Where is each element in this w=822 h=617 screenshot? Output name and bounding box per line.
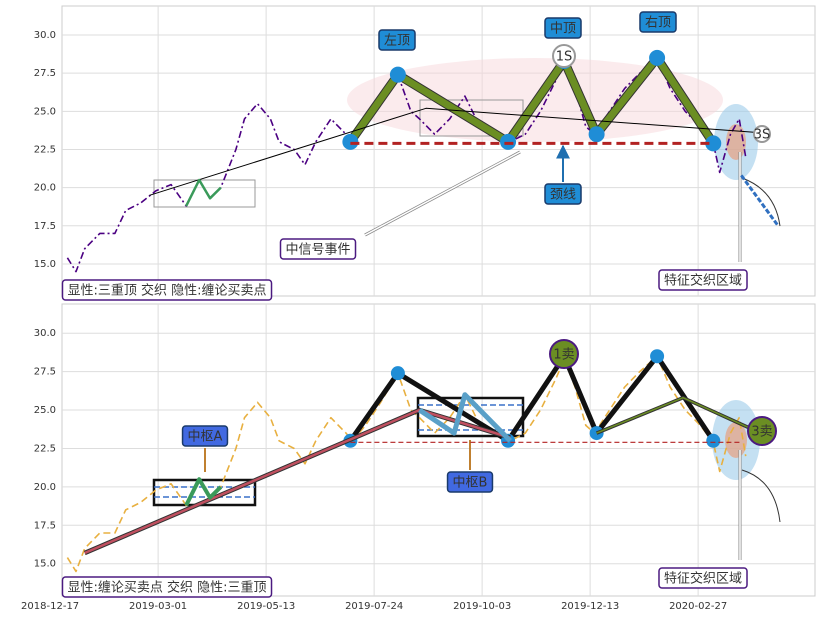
guide: [741, 177, 781, 227]
annotation-badge: [552, 44, 576, 68]
pivot-point: [588, 126, 605, 143]
annotation-badge: [753, 125, 771, 143]
annotation-text: 1卖: [553, 348, 574, 363]
annotation-box: [544, 183, 582, 205]
annotation-box: [446, 471, 494, 493]
pivot-point: [342, 133, 359, 150]
plot-area: [61, 5, 816, 297]
x-tick-label: 2020-02-27: [669, 601, 727, 612]
annotation-box: [181, 425, 229, 447]
series-line: [66, 355, 747, 573]
series-line: [184, 477, 223, 507]
pivot-point: [705, 135, 722, 152]
annotation-text: 3S: [754, 128, 771, 143]
annotation-text: 中信号事件: [285, 243, 350, 258]
y-tick-label: 20.0: [34, 183, 56, 194]
annotation-text: 颈线: [550, 188, 576, 203]
y-tick-label: 20.0: [34, 482, 56, 493]
plot-area: [61, 303, 816, 597]
y-tick-label: 15.0: [34, 259, 56, 270]
highlight: [725, 422, 747, 458]
y-tick-label: 25.0: [34, 405, 56, 416]
x-tick-label: 2019-07-24: [345, 601, 403, 612]
annotation-text: 中顶: [550, 22, 576, 37]
pivot-point: [390, 366, 405, 381]
series-line: [418, 392, 512, 443]
pivot-point: [649, 49, 666, 66]
y-tick-label: 30.0: [34, 328, 56, 339]
x-tick-label: 2018-12-17: [21, 601, 79, 612]
annotation-badge: [549, 339, 579, 369]
guide: [364, 151, 521, 236]
annotation-box: [61, 279, 273, 301]
annotation-text: 特征交织区域: [664, 571, 742, 587]
annotation-badge: [747, 416, 777, 446]
annotation-text: 中枢B: [453, 476, 488, 491]
annotation-text: 中枢A: [188, 430, 223, 445]
pivot-point: [650, 349, 665, 364]
x-tick-label: 2019-05-13: [237, 601, 295, 612]
annotation-text: 特征交织区域: [664, 273, 742, 289]
annotation-text: 右顶: [645, 16, 671, 31]
x-tick-label: 2019-12-13: [561, 601, 619, 612]
y-tick-label: 17.5: [34, 520, 56, 531]
annotation-box: [544, 17, 582, 39]
highlight: [726, 124, 746, 160]
annotation-text: 显性:三重顶 交织 隐性:缠论买卖点: [67, 283, 266, 299]
x-tick-label: 2019-03-01: [129, 601, 187, 612]
annotation-text: 左顶: [384, 34, 410, 49]
series-line: [596, 396, 762, 434]
series-line: [740, 174, 780, 227]
annotation-box: [639, 11, 677, 33]
annotation-box: [378, 29, 416, 51]
annotation-box: [658, 567, 748, 589]
y-tick-label: 30.0: [34, 30, 56, 41]
y-tick-label: 27.5: [34, 68, 56, 79]
annotation-text: 1S: [556, 50, 573, 65]
annotation-box: [279, 238, 357, 260]
y-tick-label: 27.5: [34, 367, 56, 378]
annotation-box: [61, 576, 273, 598]
pivot-point: [500, 133, 517, 150]
series-line: [185, 178, 222, 207]
series-line: [66, 57, 747, 273]
y-tick-label: 15.0: [34, 559, 56, 570]
annotation-box: [658, 269, 748, 291]
series-line: [149, 107, 761, 196]
annotation-text: 3卖: [751, 425, 772, 440]
y-tick-label: 22.5: [34, 144, 56, 155]
annotation-text: 显性:缠论买卖点 交织 隐性:三重顶: [67, 580, 266, 596]
y-tick-label: 25.0: [34, 106, 56, 117]
y-tick-label: 22.5: [34, 443, 56, 454]
guide: [741, 469, 781, 523]
pivot-point: [389, 66, 406, 83]
x-tick-label: 2019-10-03: [453, 601, 511, 612]
y-tick-label: 17.5: [34, 221, 56, 232]
pivot-point: [706, 433, 721, 448]
